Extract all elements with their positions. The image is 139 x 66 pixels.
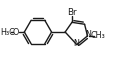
Text: N: N bbox=[85, 30, 91, 39]
Text: N: N bbox=[73, 39, 79, 48]
Text: Br: Br bbox=[67, 8, 77, 17]
Text: CH₃: CH₃ bbox=[91, 31, 106, 40]
Text: H₃C: H₃C bbox=[0, 28, 15, 36]
Text: O: O bbox=[12, 28, 19, 36]
